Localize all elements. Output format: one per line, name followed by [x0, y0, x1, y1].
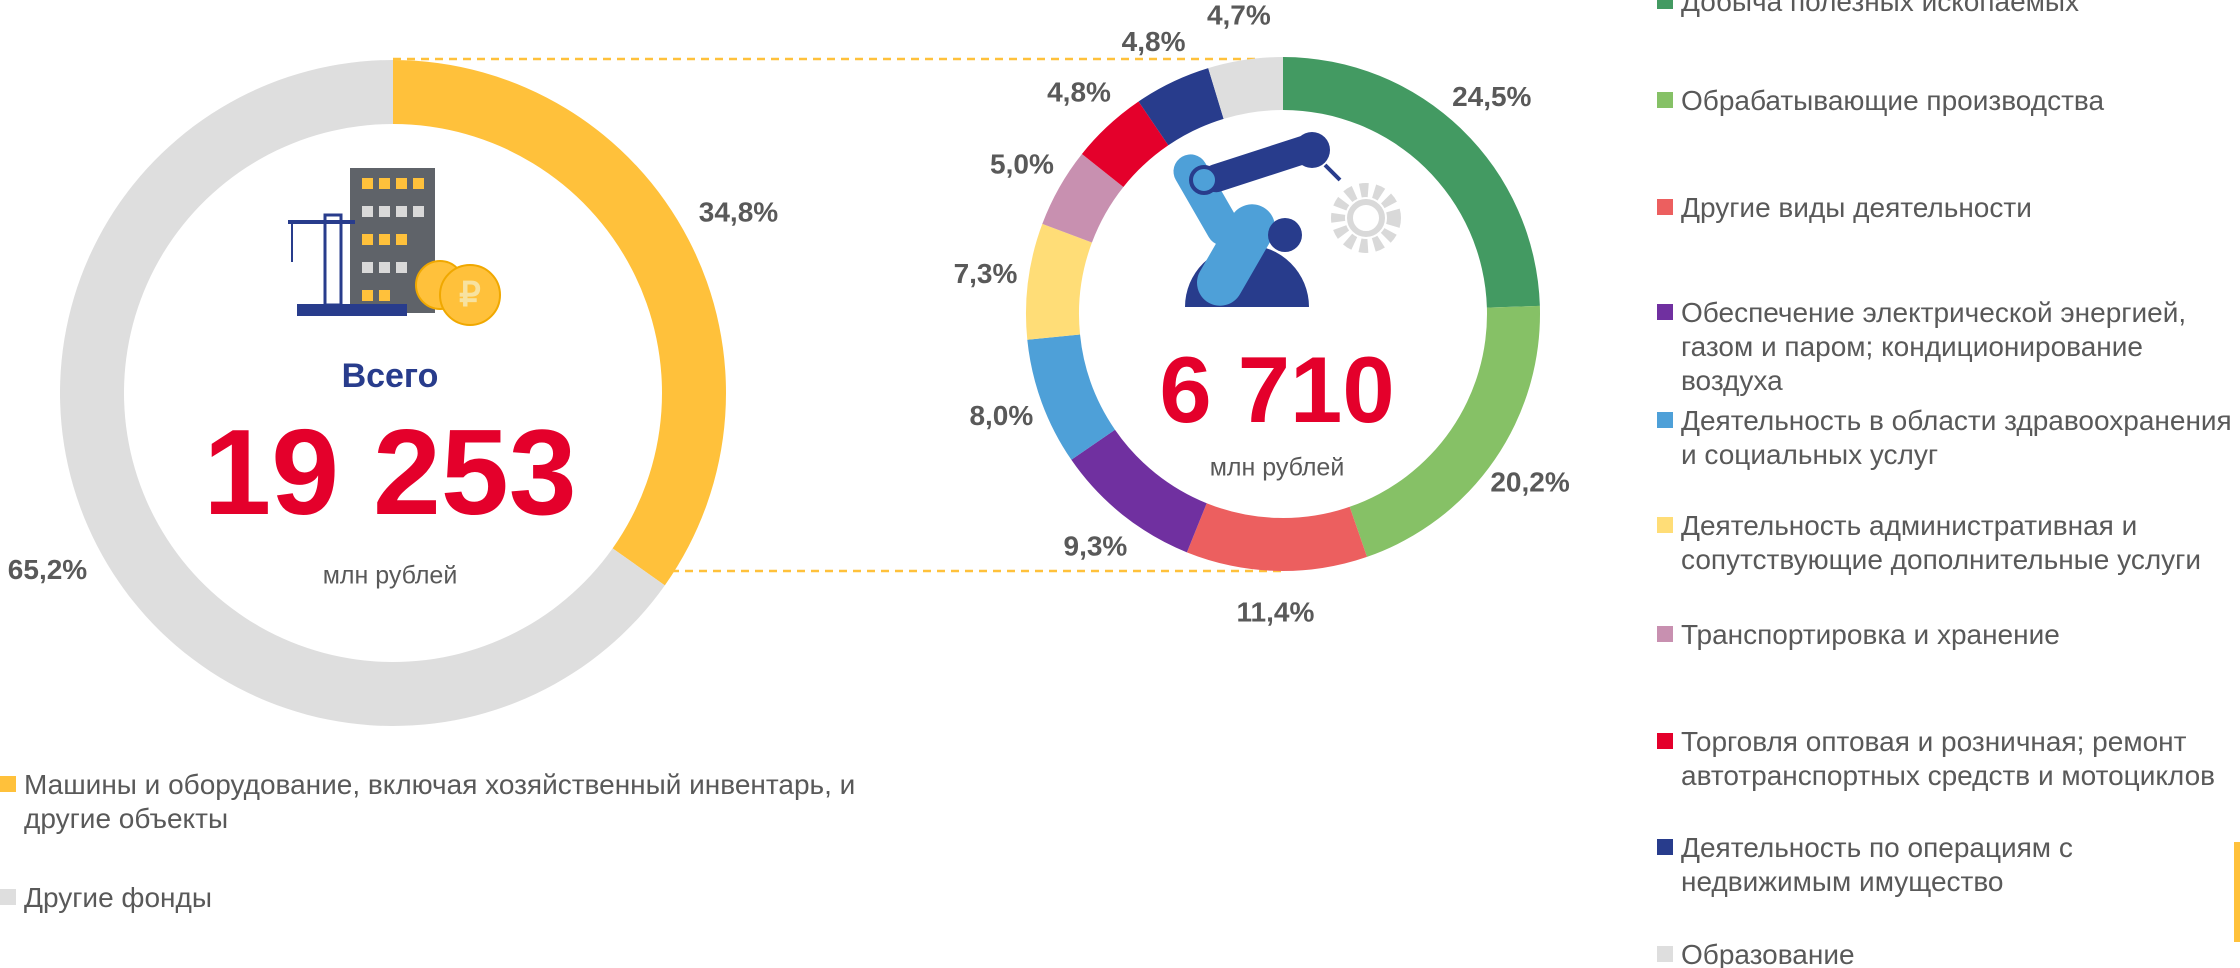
- legend-text: Торговля оптовая и розничная; ремонт авт…: [1681, 726, 2216, 791]
- legend-text: Транспортировка и хранение: [1681, 619, 2060, 650]
- total: 19 253: [203, 404, 576, 540]
- legend-swatch: [1657, 839, 1673, 855]
- legend-item: Образование: [1657, 938, 2240, 968]
- decor-bar: [2234, 842, 2240, 942]
- legend-text: Другие фонды: [24, 882, 212, 913]
- donut-segment: [1208, 57, 1283, 119]
- legend-item: Деятельность административная и сопутств…: [1657, 509, 2240, 577]
- center-label: Всего: [342, 357, 439, 395]
- value-label: 65,2%: [8, 554, 87, 585]
- value-label: 20,2%: [1490, 467, 1569, 498]
- value-label: 4,8%: [1122, 26, 1186, 57]
- total: 6 710: [1159, 337, 1394, 442]
- legend-swatch: [1657, 517, 1673, 533]
- legend-text: Обрабатывающие производства: [1681, 85, 2105, 116]
- unit: млн рублей: [1210, 454, 1345, 482]
- legend-swatch: [0, 889, 16, 905]
- legend-item: Обеспечение электрической энергией, газо…: [1657, 296, 2240, 398]
- donut-segment: [1042, 153, 1124, 243]
- value-label: 9,3%: [1064, 531, 1128, 562]
- value-label: 5,0%: [990, 149, 1054, 180]
- legend-swatch: [0, 776, 16, 792]
- value-label: 11,4%: [1237, 596, 1315, 627]
- donut-segment: [1138, 68, 1224, 146]
- legend-swatch: [1657, 626, 1673, 642]
- legend-item: Машины и оборудование, включая хозяйстве…: [0, 768, 880, 836]
- value-label: 8,0%: [969, 400, 1033, 431]
- donut-segment: [1027, 334, 1115, 460]
- legend-swatch: [1657, 304, 1673, 320]
- donut-segment: [1349, 305, 1540, 557]
- legend-text: Деятельность административная и сопутств…: [1681, 510, 2202, 575]
- legend-item: Другие виды деятельности: [1657, 191, 2240, 225]
- value-label: 24,5%: [1452, 81, 1531, 112]
- legend-swatch: [1657, 412, 1673, 428]
- legend-text: Другие виды деятельности: [1681, 192, 2032, 223]
- donut-segment: [1081, 101, 1169, 187]
- building-icon: ₽: [288, 168, 501, 326]
- legend-swatch: [1657, 733, 1673, 749]
- unit: млн рублей: [323, 562, 458, 590]
- legend-text: Машины и оборудование, включая хозяйстве…: [24, 769, 856, 834]
- value-label: 34,8%: [699, 197, 778, 228]
- legend-item: Транспортировка и хранение: [1657, 618, 2240, 652]
- legend-swatch: [1657, 0, 1673, 9]
- legend-item: Другие фонды: [0, 881, 880, 915]
- donut-segment: [393, 60, 727, 586]
- legend-item: Деятельность в области здравоохранения и…: [1657, 404, 2240, 472]
- donut-segment: [1186, 503, 1368, 571]
- legend-swatch: [1657, 92, 1673, 108]
- legend-text: Образование: [1681, 939, 1855, 968]
- legend-text: Деятельность в области здравоохранения и…: [1681, 405, 2232, 470]
- legend-item: Деятельность по операциям с недвижимым и…: [1657, 831, 2240, 899]
- legend-swatch: [1657, 946, 1673, 962]
- value-label: 4,7%: [1207, 0, 1271, 31]
- legend-swatch: [1657, 199, 1673, 215]
- legend-item: Торговля оптовая и розничная; ремонт авт…: [1657, 725, 2240, 793]
- value-label: 4,8%: [1047, 76, 1111, 107]
- legend-text: Деятельность по операциям с недвижимым и…: [1681, 832, 2073, 897]
- legend-item: Обрабатывающие производства: [1657, 84, 2240, 118]
- donut-segment: [1071, 429, 1207, 553]
- legend-item: Добыча полезных ископаемых: [1657, 0, 2240, 19]
- legend-text: Обеспечение электрической энергией, газо…: [1681, 297, 2187, 396]
- svg-text:₽: ₽: [459, 276, 481, 314]
- donut-segment: [1026, 223, 1092, 340]
- value-label: 7,3%: [954, 258, 1018, 289]
- legend-text: Добыча полезных ископаемых: [1681, 0, 2080, 17]
- donut-segment: [1283, 57, 1540, 308]
- robot-icon: [1173, 132, 1401, 307]
